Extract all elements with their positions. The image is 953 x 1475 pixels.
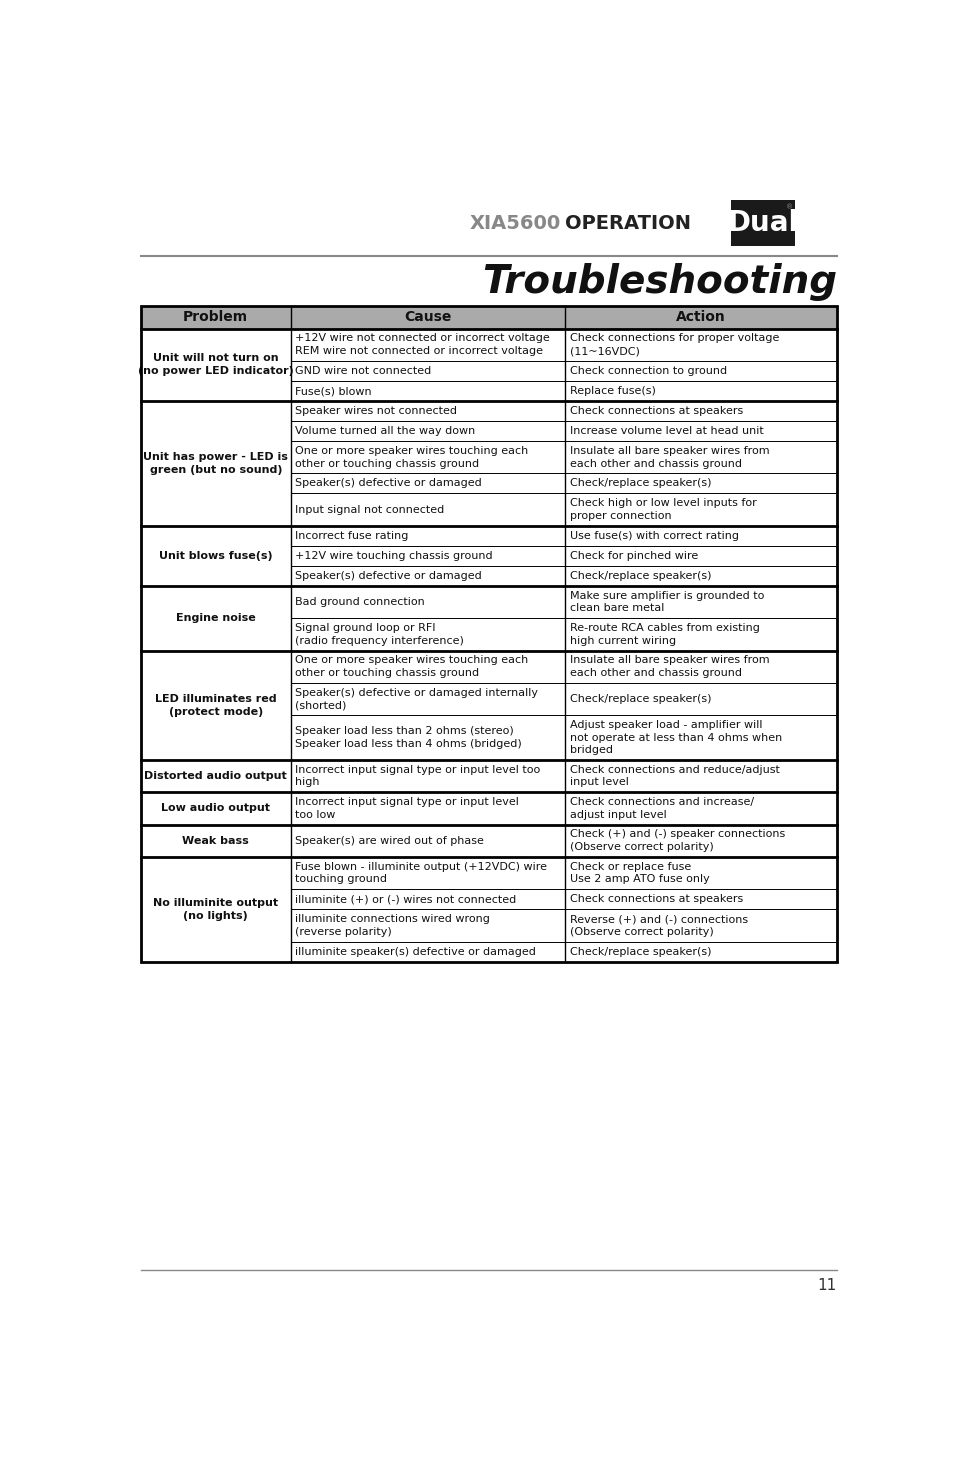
Text: Check connections at speakers: Check connections at speakers [570,894,742,904]
Text: Adjust speaker load - amplifier will
not operate at less than 4 ohms when
bridge: Adjust speaker load - amplifier will not… [570,720,781,755]
Text: Use fuse(s) with correct rating: Use fuse(s) with correct rating [570,531,739,541]
Text: Speaker(s) defective or damaged: Speaker(s) defective or damaged [294,478,481,488]
Text: Cause: Cause [404,310,451,324]
Text: Input signal not connected: Input signal not connected [294,504,444,515]
Text: Check connections for proper voltage
(11~16VDC): Check connections for proper voltage (11… [570,333,779,357]
Text: Check connections and increase/
adjust input level: Check connections and increase/ adjust i… [570,796,754,820]
Text: Insulate all bare speaker wires from
each other and chassis ground: Insulate all bare speaker wires from eac… [570,655,769,678]
Text: Signal ground loop or RFI
(radio frequency interference): Signal ground loop or RFI (radio frequen… [294,622,463,646]
Text: Bad ground connection: Bad ground connection [294,597,424,608]
Text: Check/replace speaker(s): Check/replace speaker(s) [570,571,711,581]
Text: Replace fuse(s): Replace fuse(s) [570,386,656,397]
Text: Troubleshooting: Troubleshooting [481,264,836,301]
Text: Incorrect input signal type or input level
too low: Incorrect input signal type or input lev… [294,796,518,820]
Text: Distorted audio output: Distorted audio output [144,771,287,782]
Text: XIA5600: XIA5600 [469,214,560,233]
Text: Reverse (+) and (-) connections
(Observe correct polarity): Reverse (+) and (-) connections (Observe… [570,914,747,937]
Text: +12V wire touching chassis ground: +12V wire touching chassis ground [294,550,493,560]
Text: Unit has power - LED is
green (but no sound): Unit has power - LED is green (but no so… [143,451,288,475]
Text: Dual: Dual [727,209,798,237]
Text: Fuse blown - illuminite output (+12VDC) wire
touching ground: Fuse blown - illuminite output (+12VDC) … [294,861,547,885]
Text: Re-route RCA cables from existing
high current wiring: Re-route RCA cables from existing high c… [570,622,760,646]
Text: Incorrect input signal type or input level too
high: Incorrect input signal type or input lev… [294,764,540,788]
Text: Incorrect fuse rating: Incorrect fuse rating [294,531,408,541]
Text: Speaker load less than 2 ohms (stereo)
Speaker load less than 4 ohms (bridged): Speaker load less than 2 ohms (stereo) S… [294,726,521,749]
Text: Check high or low level inputs for
proper connection: Check high or low level inputs for prope… [570,499,756,521]
Text: Low audio output: Low audio output [161,804,270,813]
Text: Unit blows fuse(s): Unit blows fuse(s) [159,550,273,560]
Text: GND wire not connected: GND wire not connected [294,366,431,376]
Text: Volume turned all the way down: Volume turned all the way down [294,426,475,437]
Text: +12V wire not connected or incorrect voltage
REM wire not connected or incorrect: +12V wire not connected or incorrect vol… [294,333,549,357]
Text: illuminite (+) or (-) wires not connected: illuminite (+) or (-) wires not connecte… [294,894,516,904]
Text: Increase volume level at head unit: Increase volume level at head unit [570,426,763,437]
Text: No illuminite output
(no lights): No illuminite output (no lights) [153,898,278,920]
Text: illuminite connections wired wrong
(reverse polarity): illuminite connections wired wrong (reve… [294,914,490,937]
Text: Problem: Problem [183,310,248,324]
Text: Speaker(s) are wired out of phase: Speaker(s) are wired out of phase [294,836,483,845]
Text: ®: ® [784,204,792,209]
Text: Check for pinched wire: Check for pinched wire [570,550,698,560]
Text: illuminite speaker(s) defective or damaged: illuminite speaker(s) defective or damag… [294,947,536,957]
Bar [141,305,836,329]
Text: 11: 11 [817,1279,836,1294]
Text: Make sure amplifier is grounded to
clean bare metal: Make sure amplifier is grounded to clean… [570,590,763,614]
Text: Check (+) and (-) speaker connections
(Observe correct polarity): Check (+) and (-) speaker connections (O… [570,829,784,853]
Text: Speaker(s) defective or damaged internally
(shorted): Speaker(s) defective or damaged internal… [294,687,537,711]
Text: Check connection to ground: Check connection to ground [570,366,726,376]
Text: Check connections and reduce/adjust
input level: Check connections and reduce/adjust inpu… [570,764,780,788]
Text: OPERATION: OPERATION [564,214,690,233]
Text: Check/replace speaker(s): Check/replace speaker(s) [570,478,711,488]
Text: Speaker(s) defective or damaged: Speaker(s) defective or damaged [294,571,481,581]
Text: Engine noise: Engine noise [175,614,255,624]
Text: Weak bass: Weak bass [182,836,249,845]
Text: LED illuminates red
(protect mode): LED illuminates red (protect mode) [154,693,276,717]
Text: Unit will not turn on
(no power LED indicator): Unit will not turn on (no power LED indi… [138,354,294,376]
Text: Insulate all bare speaker wires from
each other and chassis ground: Insulate all bare speaker wires from eac… [570,445,769,469]
Bar [141,305,836,962]
Text: Action: Action [676,310,725,324]
Text: Check/replace speaker(s): Check/replace speaker(s) [570,947,711,957]
Text: Check or replace fuse
Use 2 amp ATO fuse only: Check or replace fuse Use 2 amp ATO fuse… [570,861,709,885]
Text: One or more speaker wires touching each
other or touching chassis ground: One or more speaker wires touching each … [294,445,528,469]
Text: Speaker wires not connected: Speaker wires not connected [294,406,456,416]
Text: Fuse(s) blown: Fuse(s) blown [294,386,372,397]
Text: Check connections at speakers: Check connections at speakers [570,406,742,416]
Bar [731,201,794,246]
Text: Check/replace speaker(s): Check/replace speaker(s) [570,695,711,704]
Text: One or more speaker wires touching each
other or touching chassis ground: One or more speaker wires touching each … [294,655,528,678]
